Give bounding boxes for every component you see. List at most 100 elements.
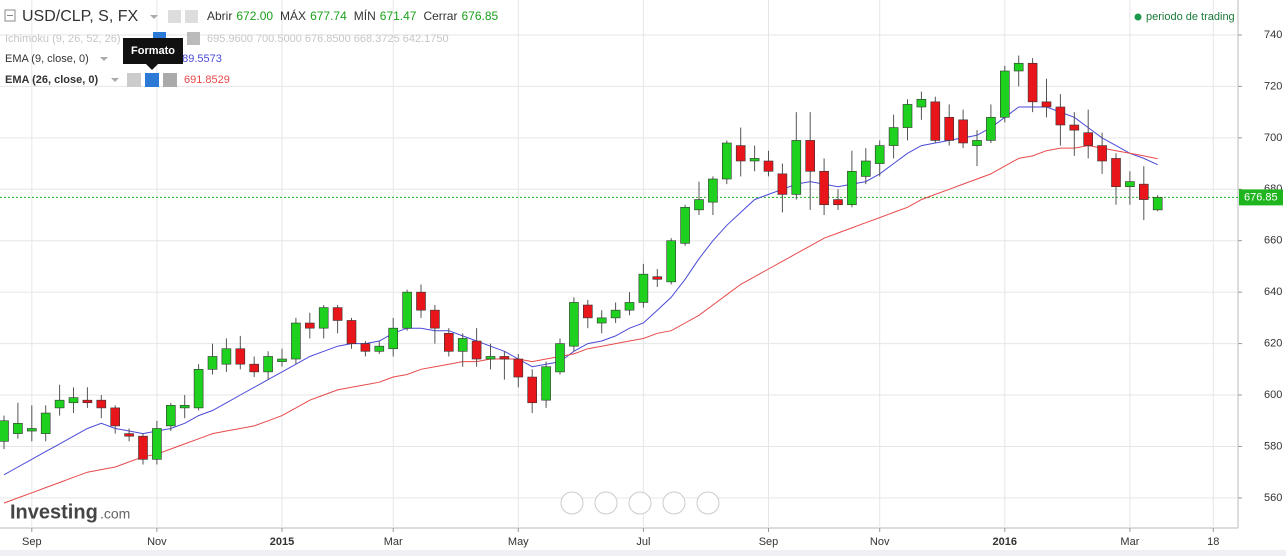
zoom-in[interactable] bbox=[662, 491, 686, 515]
candle-body bbox=[40, 412, 51, 434]
candle-body bbox=[360, 343, 371, 352]
candle-body bbox=[332, 307, 343, 321]
candle-body bbox=[166, 405, 176, 427]
candle-body bbox=[13, 423, 23, 434]
collapse-icon[interactable] bbox=[4, 9, 16, 22]
candle-body bbox=[721, 142, 732, 180]
field-label: MÍN bbox=[354, 8, 376, 23]
zoom-out[interactable] bbox=[594, 491, 618, 515]
candle-body bbox=[402, 291, 412, 329]
candle-body bbox=[291, 322, 301, 360]
candle-body bbox=[179, 405, 190, 409]
candle-body bbox=[944, 116, 955, 141]
field-value: 676.85 bbox=[461, 9, 498, 23]
candle-body bbox=[972, 140, 982, 146]
candle-body bbox=[666, 240, 677, 283]
candle-body bbox=[124, 433, 134, 437]
dropdown[interactable] bbox=[150, 15, 158, 19]
candle-body bbox=[1027, 62, 1038, 103]
candle-body bbox=[930, 101, 941, 141]
candle-body bbox=[1083, 132, 1093, 146]
ema-line bbox=[3, 145, 1158, 504]
candle-body bbox=[735, 145, 746, 162]
x-tick-label: Mar bbox=[384, 536, 403, 548]
candle-body bbox=[110, 407, 120, 427]
indicator-name: Ichimoku (9, 26, 52, 26) bbox=[5, 33, 121, 45]
candle-body bbox=[805, 140, 816, 172]
scroll-right[interactable] bbox=[696, 491, 720, 515]
dropdown[interactable] bbox=[111, 78, 119, 82]
settings-icon[interactable] bbox=[145, 73, 159, 87]
candle-body bbox=[791, 140, 802, 195]
icon[interactable] bbox=[185, 10, 198, 23]
logo-suffix: .com bbox=[100, 506, 130, 522]
y-tick-label: 560 bbox=[1264, 492, 1282, 504]
candle-body bbox=[138, 435, 148, 460]
candle-body bbox=[277, 358, 287, 362]
candle-body bbox=[874, 145, 885, 164]
candle-body bbox=[221, 348, 232, 365]
candle-body bbox=[986, 116, 996, 141]
candle-body bbox=[652, 276, 663, 280]
x-tick-label: Sep bbox=[22, 536, 42, 548]
candle-body bbox=[82, 399, 93, 404]
candle-body bbox=[1111, 158, 1121, 188]
candle-body bbox=[833, 199, 843, 206]
candle-body bbox=[430, 309, 440, 329]
candle-body bbox=[582, 304, 593, 319]
candle-body bbox=[346, 320, 357, 344]
scroll-left[interactable] bbox=[560, 491, 584, 515]
candle-body bbox=[416, 291, 426, 311]
candle-body bbox=[680, 206, 690, 244]
candle-body bbox=[888, 127, 899, 146]
candle-body bbox=[610, 309, 621, 319]
close-icon[interactable] bbox=[187, 32, 200, 45]
candle-body bbox=[1069, 124, 1080, 131]
y-tick-label: 700 bbox=[1264, 132, 1282, 144]
candle-body bbox=[1013, 62, 1024, 72]
candle-body bbox=[860, 160, 871, 177]
candle-body bbox=[596, 317, 607, 324]
candle-body bbox=[471, 340, 482, 360]
x-tick-label: 18 bbox=[1207, 536, 1219, 548]
x-tick-label: 2015 bbox=[270, 536, 294, 548]
price-box bbox=[1239, 189, 1283, 206]
field-value: 671.47 bbox=[380, 9, 417, 23]
tooltip bbox=[123, 38, 183, 64]
reset[interactable] bbox=[628, 491, 652, 515]
close-icon[interactable] bbox=[163, 73, 177, 87]
y-tick-label: 600 bbox=[1264, 389, 1282, 401]
trading-dot bbox=[1134, 13, 1142, 21]
candle-body bbox=[443, 333, 454, 352]
visibility-icon[interactable] bbox=[127, 73, 141, 87]
dropdown[interactable] bbox=[100, 57, 108, 61]
field-label: Cerrar bbox=[423, 9, 457, 23]
candle-body bbox=[1125, 181, 1135, 188]
candle-body bbox=[708, 178, 718, 203]
candle-body bbox=[569, 302, 579, 347]
candle-body bbox=[763, 160, 774, 172]
ema26-name: EMA (26, close, 0) bbox=[5, 74, 98, 86]
candle-body bbox=[555, 343, 565, 373]
x-tick-label: Sep bbox=[759, 536, 779, 548]
candle-body bbox=[68, 397, 79, 404]
candle-body bbox=[624, 302, 635, 311]
y-tick-label: 660 bbox=[1264, 235, 1282, 247]
candle-body bbox=[235, 348, 246, 365]
field-value: 672.00 bbox=[236, 9, 273, 23]
scroll-strip bbox=[0, 550, 1286, 556]
candle-body bbox=[96, 399, 107, 409]
candle-body bbox=[1097, 145, 1107, 162]
ema26-value: 691.8529 bbox=[184, 74, 230, 86]
trading-period[interactable]: periodo de trading bbox=[1146, 11, 1235, 23]
candle-body bbox=[1152, 197, 1163, 211]
candle-body bbox=[1055, 106, 1066, 126]
candle-body bbox=[318, 307, 329, 329]
candle-body bbox=[457, 338, 468, 352]
icon[interactable] bbox=[168, 10, 181, 23]
candle-body bbox=[207, 356, 218, 370]
x-tick-label: Nov bbox=[147, 536, 167, 548]
y-tick-label: 720 bbox=[1264, 80, 1282, 92]
candle-body bbox=[249, 363, 259, 373]
